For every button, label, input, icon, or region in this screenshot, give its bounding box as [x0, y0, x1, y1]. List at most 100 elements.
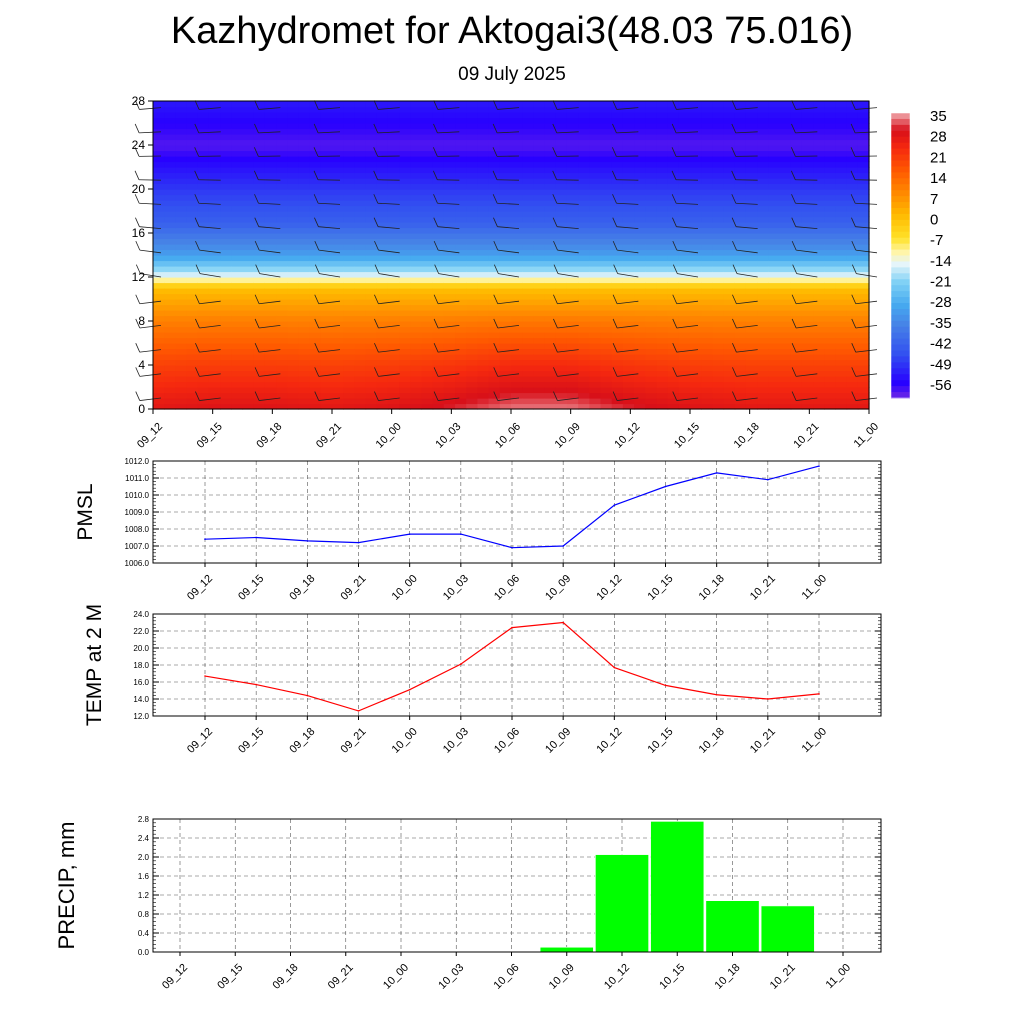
heatmap-cell [533, 354, 546, 361]
heatmap-cell [522, 205, 534, 212]
heatmap-cell [757, 123, 769, 130]
heatmap-cell [600, 310, 613, 317]
heatmap-cell [790, 315, 803, 322]
heatmap-cell [656, 304, 669, 311]
heatmap-cell [320, 337, 333, 344]
heatmap-cell [365, 156, 378, 163]
heatmap-cell [667, 227, 680, 234]
heatmap-cell [253, 172, 266, 179]
heatmap-cell [399, 238, 411, 245]
heatmap-cell [712, 227, 725, 234]
heatmap-cell [544, 398, 557, 405]
heatmap-cell [600, 238, 613, 245]
heatmap-cell [600, 392, 613, 399]
heatmap-cell [511, 139, 523, 146]
heatmap-cell [164, 216, 176, 223]
heatmap-cell [779, 244, 792, 251]
heatmap-cell [287, 238, 300, 245]
heatmap-cell [186, 387, 199, 394]
heatmap-cell [846, 183, 859, 190]
heatmap-cell [611, 211, 624, 218]
heatmap-cell [499, 134, 512, 141]
heatmap-cell [634, 277, 646, 284]
heatmap-cell [208, 189, 221, 196]
heatmap-cell [376, 172, 389, 179]
heatmap-cell [690, 112, 702, 119]
heatmap-cell [276, 310, 288, 317]
heatmap-cell [443, 167, 456, 174]
heatmap-cell [298, 156, 311, 163]
heatmap-cell [555, 359, 568, 366]
heatmap-cell [835, 260, 848, 267]
heatmap-cell [645, 277, 658, 284]
wind-barb [497, 131, 520, 134]
heatmap-cell [320, 255, 333, 262]
heatmap-cell [656, 359, 669, 366]
heatmap-cell [432, 343, 445, 350]
heatmap-cell [544, 381, 557, 388]
heatmap-cell [690, 343, 702, 350]
heatmap-cell [197, 266, 210, 273]
heatmap-cell [801, 117, 814, 124]
heatmap-cell [801, 244, 814, 251]
heatmap-cell [164, 172, 176, 179]
heatmap-cell [164, 381, 176, 388]
heatmap-cell [790, 332, 803, 339]
heatmap-cell [332, 310, 344, 317]
heatmap-cell [667, 392, 680, 399]
heatmap-cell [477, 145, 490, 152]
heatmap-cell [701, 282, 713, 289]
heatmap-cell [164, 211, 176, 218]
heatmap-cell [690, 150, 702, 157]
wind-barb-flag [253, 170, 259, 180]
heatmap-cell [354, 304, 367, 311]
heatmap-cell [544, 172, 557, 179]
heatmap-cell [466, 403, 479, 410]
heatmap-cell [790, 189, 803, 196]
x-tick-label: 10_21 [748, 726, 778, 756]
heatmap-cell [153, 172, 165, 179]
heatmap-cell [645, 183, 658, 190]
heatmap-cell [499, 337, 512, 344]
heatmap-cell [276, 293, 288, 300]
heatmap-cell [813, 194, 825, 201]
wind-barb-flag [553, 240, 558, 251]
heatmap-cell [544, 101, 557, 108]
heatmap-cell [477, 216, 490, 223]
heatmap-cell [343, 326, 355, 333]
wind-barb-flag [851, 100, 856, 110]
wind-barb [557, 249, 579, 254]
heatmap-cell [589, 392, 602, 399]
heatmap-cell [488, 189, 501, 196]
heatmap-cell [813, 381, 825, 388]
heatmap-cell [757, 101, 769, 108]
heatmap-cell [578, 337, 590, 344]
heatmap-cell [734, 326, 747, 333]
heatmap-cell [544, 293, 557, 300]
heatmap-cell [387, 233, 400, 240]
heatmap-cell [264, 161, 277, 168]
heatmap-cell [264, 365, 277, 372]
precip-bar [650, 821, 705, 953]
heatmap-cell [846, 101, 859, 108]
heatmap-cell [824, 370, 837, 377]
heatmap-cell [690, 183, 702, 190]
heatmap-cell [477, 343, 490, 350]
x-tick-label: 09_15 [236, 573, 266, 603]
heatmap-cell [801, 150, 814, 157]
heatmap-cell [779, 266, 792, 273]
heatmap-cell [197, 233, 210, 240]
heatmap-cell [578, 112, 590, 119]
heatmap-cell [745, 145, 758, 152]
heatmap-cell [723, 189, 736, 196]
heatmap-cell [801, 106, 814, 113]
y-tick-label: 12.0 [133, 712, 149, 721]
heatmap-cell [745, 271, 758, 278]
heatmap-cell [365, 117, 378, 124]
heatmap-cell [276, 183, 288, 190]
colorbar-label: -49 [930, 356, 952, 373]
heatmap-cell [801, 293, 814, 300]
heatmap-cell [242, 348, 255, 355]
heatmap-cell [779, 321, 792, 328]
heatmap-cell [287, 332, 300, 339]
